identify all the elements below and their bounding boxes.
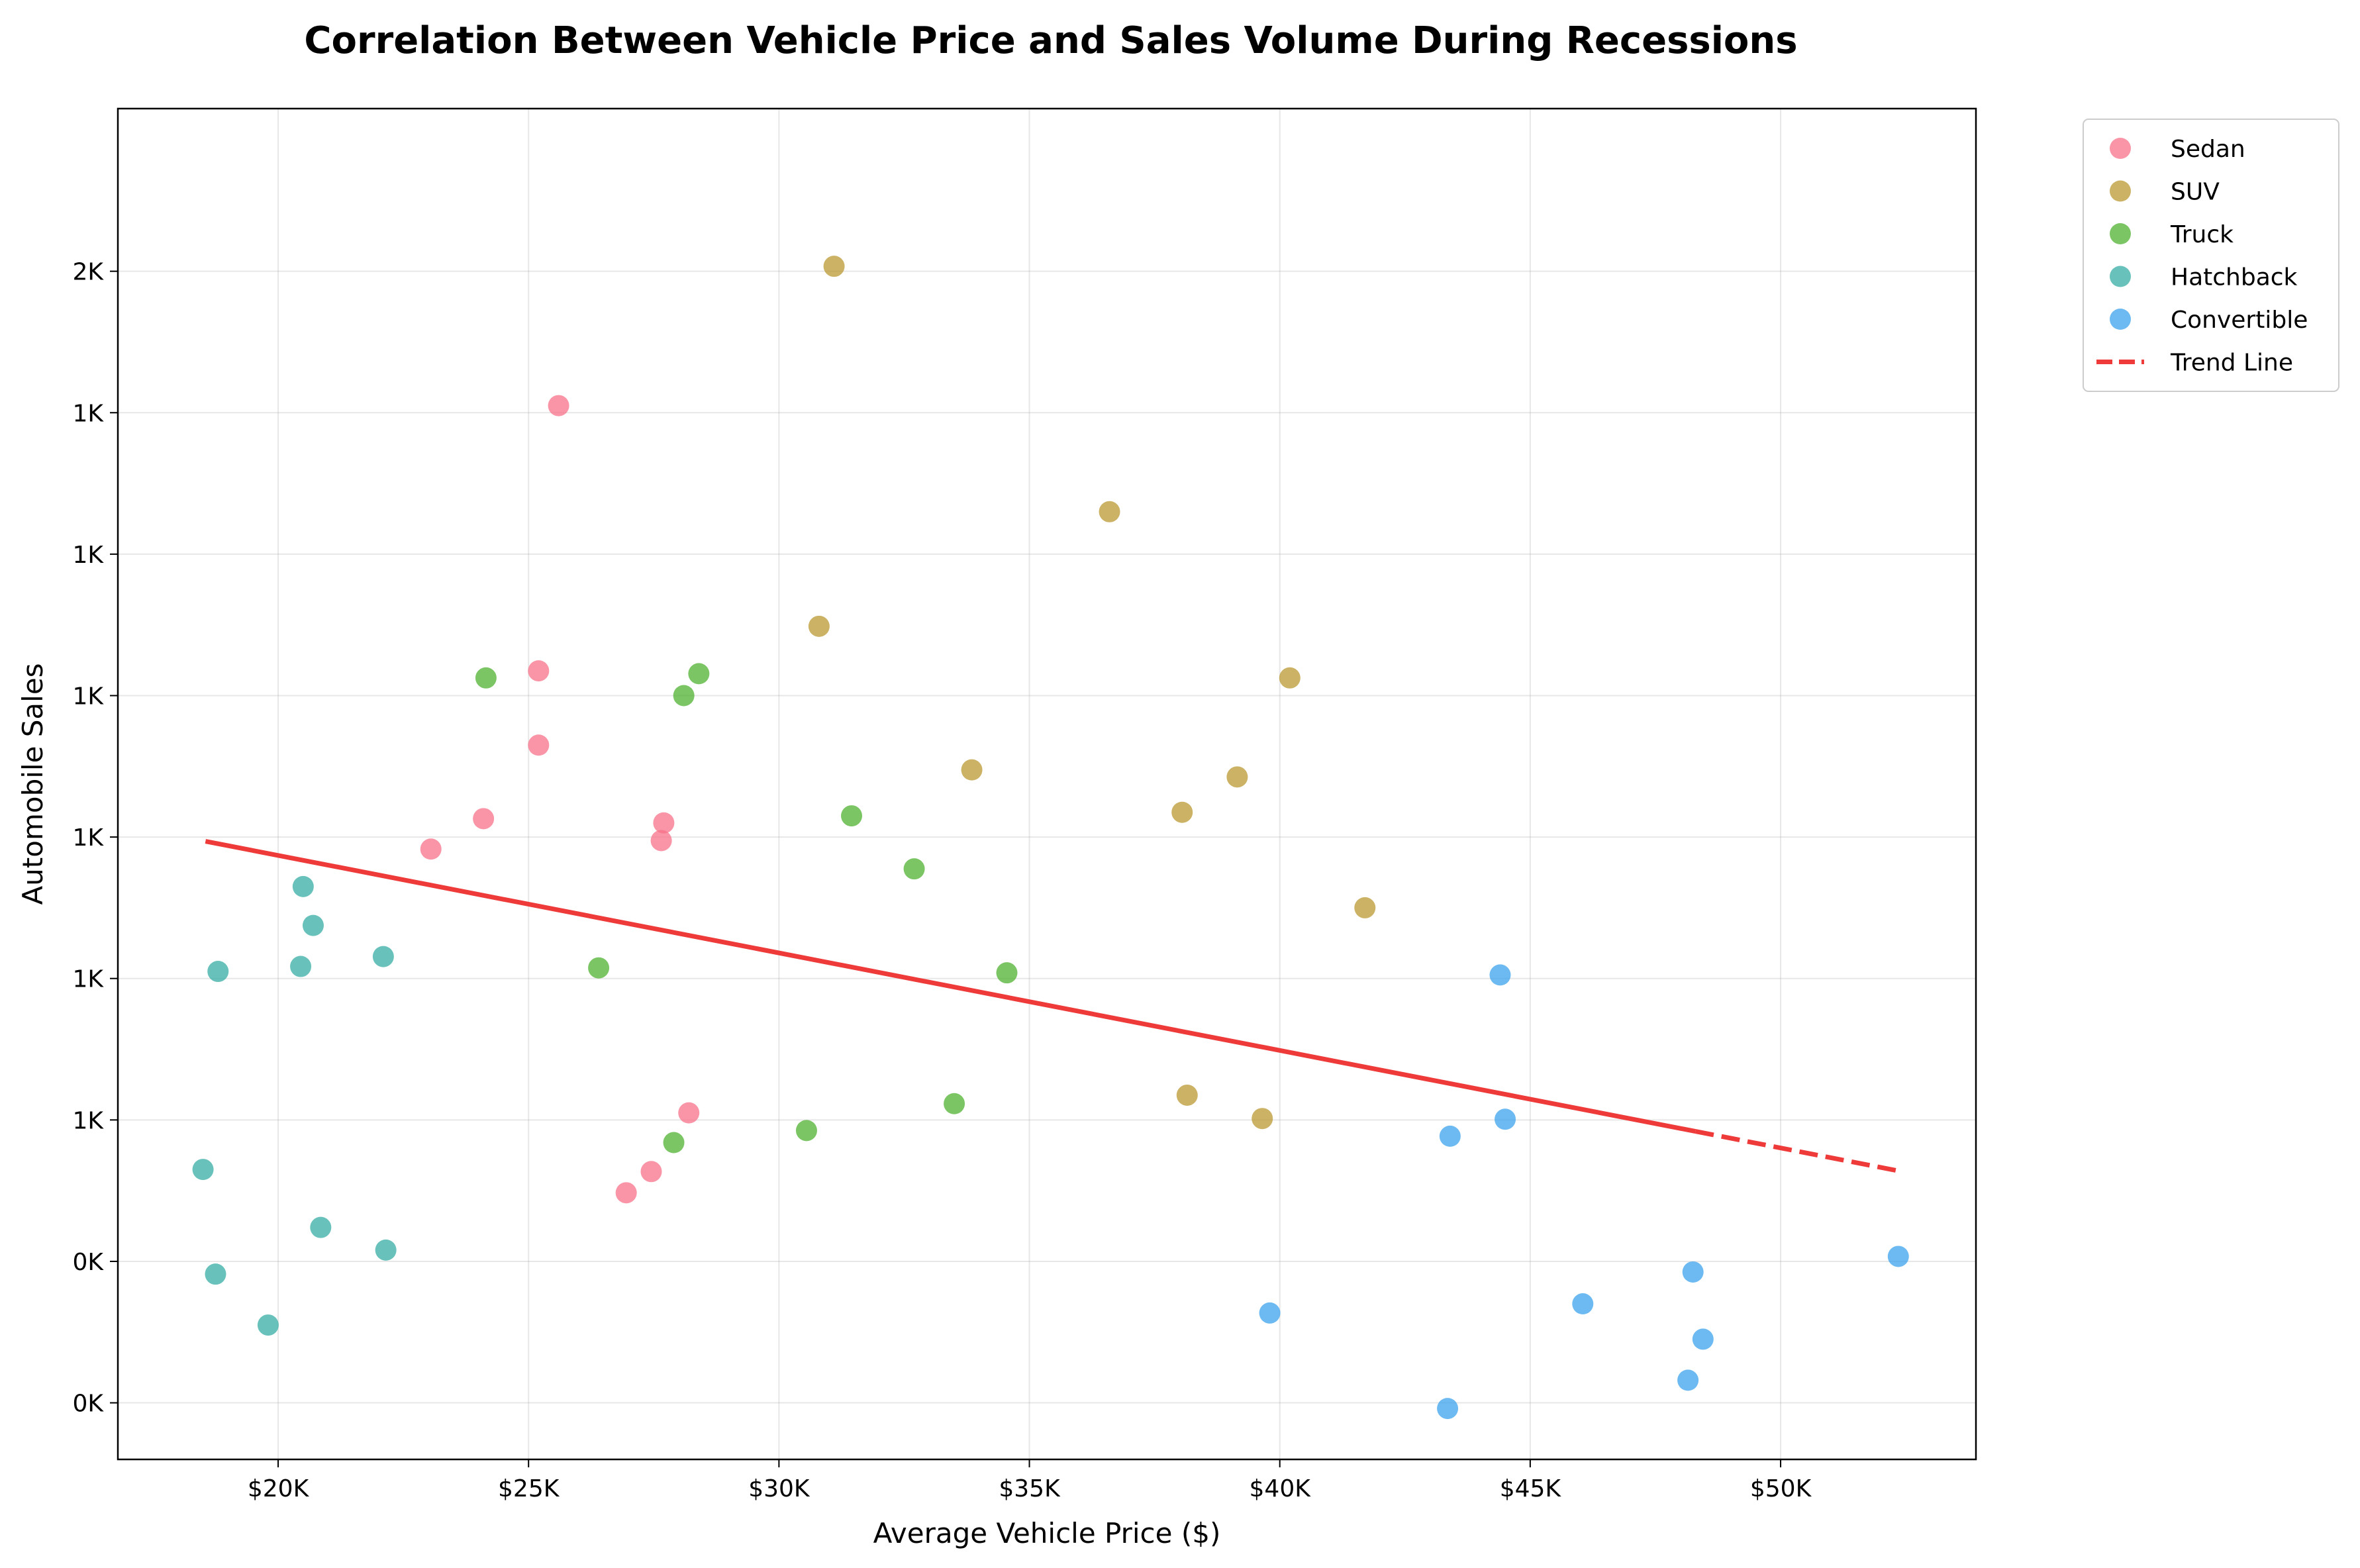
sedan-point (653, 812, 675, 834)
x-axis-label: Average Vehicle Price ($) (873, 1517, 1221, 1549)
legend-marker (2110, 180, 2131, 202)
truck-point (903, 858, 925, 880)
suv-point (808, 615, 830, 637)
hatchback-point (207, 961, 229, 983)
legend-marker (2110, 223, 2131, 244)
truck-point (944, 1093, 965, 1114)
sedan-point (420, 838, 442, 860)
suv-point (1226, 766, 1248, 788)
x-tick-label: $50K (1750, 1475, 1812, 1502)
plot-area-frame (117, 107, 1977, 1461)
convertible-point (1887, 1246, 1909, 1267)
x-tick-label: $30K (748, 1475, 811, 1502)
sedan-point (528, 660, 550, 682)
x-tick-label: $35K (999, 1475, 1061, 1502)
y-tick-label: 1K (72, 400, 104, 427)
hatchback-point (290, 956, 312, 977)
y-tick-label: 1K (72, 824, 104, 852)
sedan-point (650, 830, 672, 852)
legend-box (2083, 119, 2339, 392)
convertible-point (1437, 1398, 1459, 1420)
convertible-point (1259, 1302, 1281, 1324)
truck-point (663, 1132, 685, 1153)
suv-point (1354, 897, 1376, 918)
hatchback-point (192, 1159, 214, 1181)
y-axis-label: Automobile Sales (17, 663, 49, 905)
sedan-point (473, 808, 495, 830)
convertible-point (1677, 1369, 1699, 1391)
x-tick-label: $45K (1500, 1475, 1562, 1502)
legend-entry: Convertible (2171, 307, 2308, 334)
y-tick-label: 0K (72, 1249, 104, 1276)
y-axis-ticks: 0K 0K 1K 1K 1K 1K 1K 1K 2K (72, 259, 118, 1418)
convertible-point (1692, 1328, 1714, 1350)
sedan-point (548, 395, 569, 416)
x-tick-label: $25K (498, 1475, 560, 1502)
grid-lines (118, 109, 1976, 1459)
y-tick-label: 1K (72, 1107, 104, 1134)
legend-marker (2110, 309, 2131, 330)
legend-entry: Sedan (2171, 136, 2245, 163)
legend: Sedan SUV Truck Hatchback Convertible Trend L… (2083, 119, 2339, 392)
legend-entry: SUV (2171, 179, 2220, 206)
legend-marker (2110, 266, 2131, 287)
legend-marker (2110, 138, 2131, 159)
suv-point (1171, 801, 1193, 823)
legend-entry: Truck (2170, 221, 2234, 248)
hatchback-point (292, 875, 314, 897)
hatchback-point (375, 1239, 397, 1261)
convertible-point (1572, 1293, 1594, 1315)
data-points (192, 256, 1909, 1420)
convertible-point (1682, 1261, 1704, 1283)
suv-point (1279, 667, 1301, 689)
truck-point (475, 667, 497, 689)
y-tick-label: 1K (72, 542, 104, 569)
hatchback-point (257, 1314, 279, 1336)
y-tick-label: 2K (72, 259, 104, 286)
y-tick-label: 0K (72, 1391, 104, 1418)
x-tick-label: $40K (1250, 1475, 1312, 1502)
convertible-point (1489, 964, 1511, 986)
trend-line-dashed (1695, 1129, 1899, 1173)
legend-entry: Hatchback (2171, 264, 2298, 291)
hatchback-point (372, 946, 394, 967)
truck-point (996, 962, 1018, 984)
suv-point (1099, 501, 1120, 522)
hatchback-point (310, 1216, 332, 1238)
truck-point (673, 685, 695, 707)
sedan-point (678, 1102, 700, 1124)
hatchback-point (302, 914, 324, 936)
y-tick-label: 1K (72, 966, 104, 993)
legend-entry: Trend Line (2170, 350, 2293, 377)
suv-point (961, 759, 983, 781)
truck-point (795, 1120, 817, 1142)
y-tick-label: 1K (72, 683, 104, 710)
suv-point (823, 256, 845, 277)
trend-line-solid (205, 839, 1696, 1134)
sedan-point (640, 1161, 662, 1183)
truck-point (841, 805, 863, 827)
suv-point (1252, 1108, 1273, 1130)
convertible-point (1495, 1108, 1516, 1130)
sedan-point (615, 1182, 637, 1204)
truck-point (588, 957, 610, 979)
x-axis-ticks: $20K $25K $30K $35K $40K $45K $50K (248, 1459, 1812, 1502)
x-tick-label: $20K (248, 1475, 310, 1502)
trend-line (205, 839, 1899, 1173)
hatchback-point (205, 1263, 226, 1285)
truck-point (688, 663, 710, 685)
suv-point (1176, 1084, 1198, 1106)
convertible-point (1439, 1125, 1461, 1147)
sedan-point (528, 734, 550, 756)
chart-title: Correlation Between Vehicle Price and Sa… (304, 19, 1797, 62)
